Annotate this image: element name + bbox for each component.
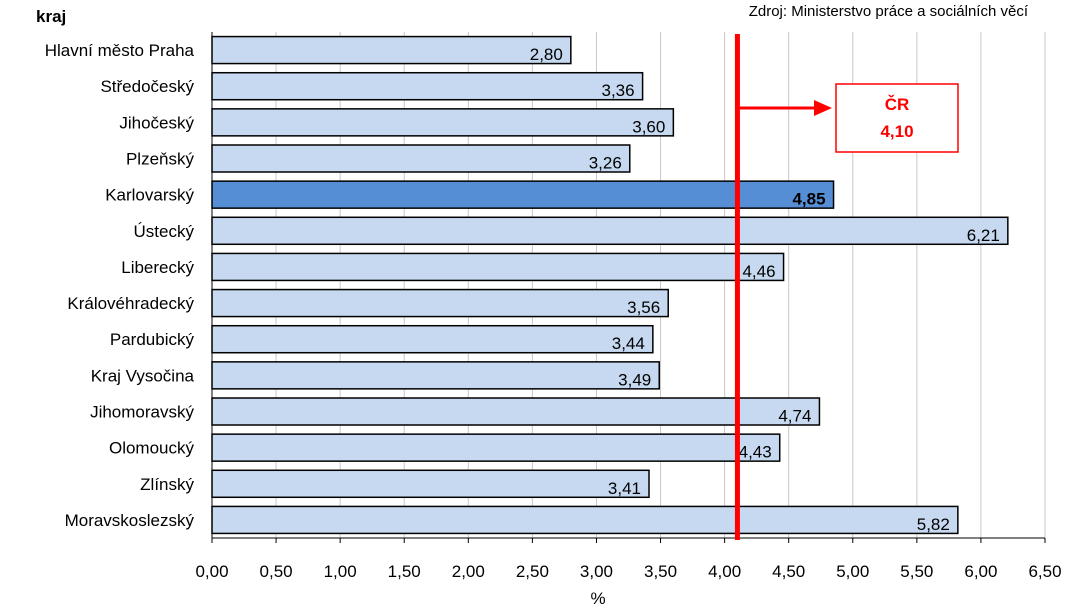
x-tick-label: 1,50 (388, 562, 421, 581)
y-axis-title: kraj (36, 7, 66, 26)
reference-arrow-head (814, 100, 832, 116)
x-tick-label: 0,00 (195, 562, 228, 581)
value-label: 3,60 (632, 117, 665, 136)
bar (211, 252, 785, 282)
value-label: 3,26 (589, 154, 622, 173)
bar (211, 216, 1009, 246)
x-tick-label: 0,50 (260, 562, 293, 581)
x-tick-label: 3,00 (580, 562, 613, 581)
category-label: Plzeňský (126, 150, 195, 169)
x-tick-labels: 0,00 0,50 1,00 1,50 2,00 2,50 3,00 3,50 4,00 4,50… (195, 562, 1061, 581)
value-label: 3,56 (627, 298, 660, 317)
category-label: Královéhradecký (67, 294, 194, 313)
bar (211, 144, 631, 173)
x-axis-title: % (590, 589, 605, 608)
bar (211, 505, 959, 535)
bar (211, 469, 650, 499)
category-label: Olomoucký (109, 439, 195, 458)
value-label: 6,21 (967, 226, 1000, 245)
value-label: 4,85 (792, 190, 825, 209)
bar (211, 35, 572, 65)
category-label: Zlínský (140, 475, 194, 494)
category-label: Moravskoslezský (65, 511, 195, 530)
value-label: 3,44 (612, 334, 645, 353)
category-label: Jihomoravský (90, 403, 194, 422)
x-tick-label: 1,00 (324, 562, 357, 581)
x-tick-label: 6,00 (964, 562, 997, 581)
bars (211, 35, 1009, 535)
value-label: 3,41 (608, 479, 641, 498)
category-label: Pardubický (110, 330, 195, 349)
x-tick-label: 3,50 (644, 562, 677, 581)
reference-label: ČR (885, 95, 910, 114)
category-labels: Hlavní město Praha Středočeský Jihočeský Pl… (45, 41, 195, 530)
value-label: 4,74 (778, 407, 811, 426)
category-label: Kraj Vysočina (91, 366, 195, 385)
category-label: Liberecký (121, 258, 194, 277)
bar (211, 361, 661, 390)
x-tick-label: 2,00 (452, 562, 485, 581)
value-label: 4,46 (742, 262, 775, 281)
value-label: 3,36 (602, 81, 635, 100)
x-tick-label: 6,50 (1028, 562, 1061, 581)
category-label: Ústecký (134, 222, 195, 241)
category-label: Středočeský (100, 77, 194, 96)
value-labels: 2,80 3,36 3,60 3,26 4,85 6,21 4,46 3,56 3,44 3,49… (530, 45, 1000, 534)
x-tick-label: 4,00 (708, 562, 741, 581)
reference-value: 4,10 (880, 122, 913, 141)
x-tick-label: 2,50 (516, 562, 549, 581)
bar (211, 71, 644, 101)
bar (211, 288, 669, 318)
reference-callout-box (835, 83, 959, 153)
category-label: Hlavní město Praha (45, 41, 195, 60)
x-tick-label: 5,50 (900, 562, 933, 581)
x-tick-label: 5,00 (836, 562, 869, 581)
category-label: Jihočeský (119, 113, 194, 132)
value-label: 3,49 (618, 370, 651, 389)
bar (211, 108, 675, 137)
bar (211, 397, 821, 426)
source-note: Zdroj: Ministerstvo práce a sociálních v… (749, 3, 1029, 20)
value-label: 2,80 (530, 45, 563, 64)
value-label: 4,43 (739, 443, 772, 462)
category-label: Karlovarský (105, 186, 194, 205)
bar (211, 324, 654, 354)
x-tick-label: 4,50 (772, 562, 805, 581)
bar-highlighted (211, 180, 835, 209)
bar (211, 433, 781, 462)
value-label: 5,82 (917, 515, 950, 534)
